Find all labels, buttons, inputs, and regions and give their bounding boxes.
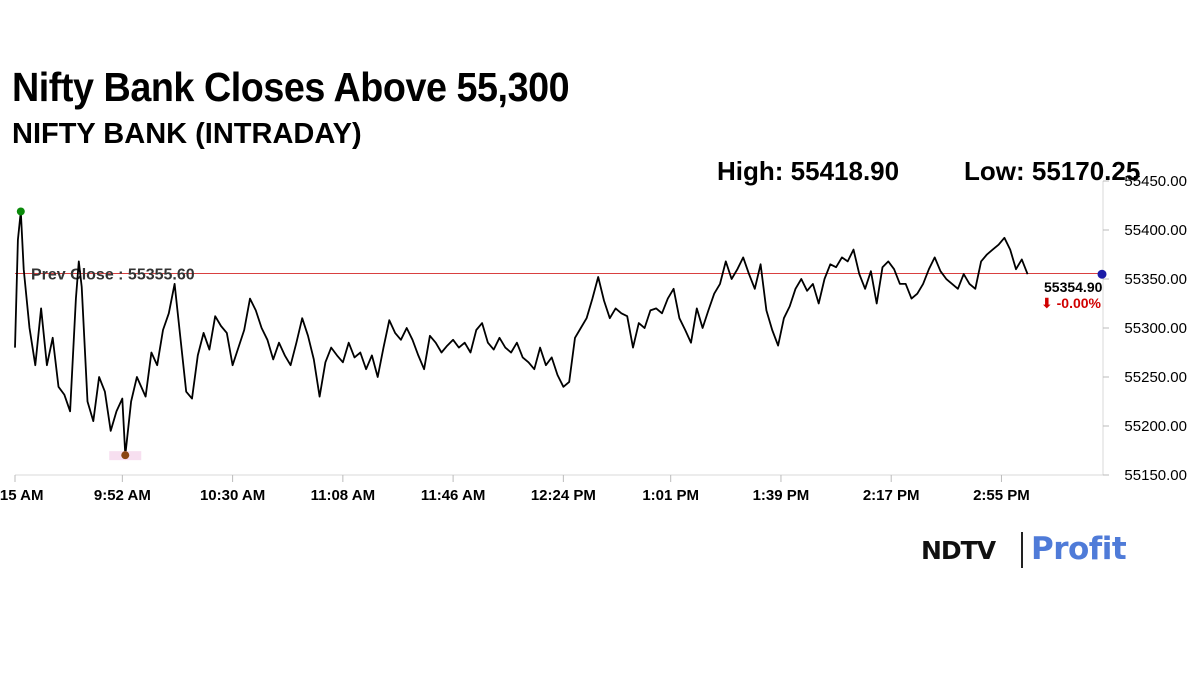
- x-tick-label: 11:08 AM: [311, 487, 375, 504]
- low-marker: [121, 451, 130, 460]
- high-marker: [16, 207, 25, 216]
- y-tick-label: 55450.00: [1124, 173, 1187, 190]
- prev-close-layer: Prev Close : 55355.60: [15, 267, 1103, 284]
- brand-divider: [1021, 532, 1023, 568]
- x-tick-label: 12:24 PM: [531, 487, 596, 504]
- label-layer: 55354.90⬇ -0.00%: [1041, 279, 1103, 311]
- x-tick-label: 2:17 PM: [863, 487, 920, 504]
- x-tick-label: 9:52 AM: [94, 487, 151, 504]
- x-tick-label: 10:30 AM: [200, 487, 265, 504]
- brand-profit: Profit: [1031, 531, 1127, 567]
- change-percent-label: ⬇ -0.00%: [1041, 295, 1102, 311]
- price-series-line: [14, 210, 1029, 457]
- x-tick-label: 11:46 AM: [421, 487, 485, 504]
- y-tick-label: 55350.00: [1124, 271, 1187, 288]
- x-tick-label: 9:15 AM: [0, 487, 43, 504]
- chart-subtitle: NIFTY BANK (INTRADAY): [12, 118, 362, 150]
- day-high-stat: High: 55418.90: [717, 156, 900, 186]
- last-price-marker: [1097, 269, 1107, 279]
- prev-close-label: Prev Close : 55355.60: [31, 267, 195, 284]
- headline: Nifty Bank Closes Above 55,300: [12, 64, 570, 110]
- y-tick-label: 55200.00: [1124, 418, 1187, 435]
- last-price-label: 55354.90: [1044, 279, 1103, 295]
- y-tick-label: 55300.00: [1124, 320, 1187, 337]
- chart-axes: 9:15 AM 9:52 AM 10:30 AM 11:08 AM 11:46 AM 12…: [0, 173, 1187, 504]
- day-low-stat: Low: 55170.25: [964, 156, 1141, 186]
- plot-layer: [14, 207, 1107, 461]
- y-tick-label: 55150.00: [1124, 467, 1187, 484]
- y-tick-label: 55250.00: [1124, 369, 1187, 386]
- x-tick-label: 2:55 PM: [973, 487, 1030, 504]
- x-tick-label: 1:39 PM: [753, 487, 810, 504]
- x-tick-label: 1:01 PM: [642, 487, 699, 504]
- brand-ndtv: NDTV: [921, 536, 996, 565]
- y-tick-label: 55400.00: [1124, 222, 1187, 239]
